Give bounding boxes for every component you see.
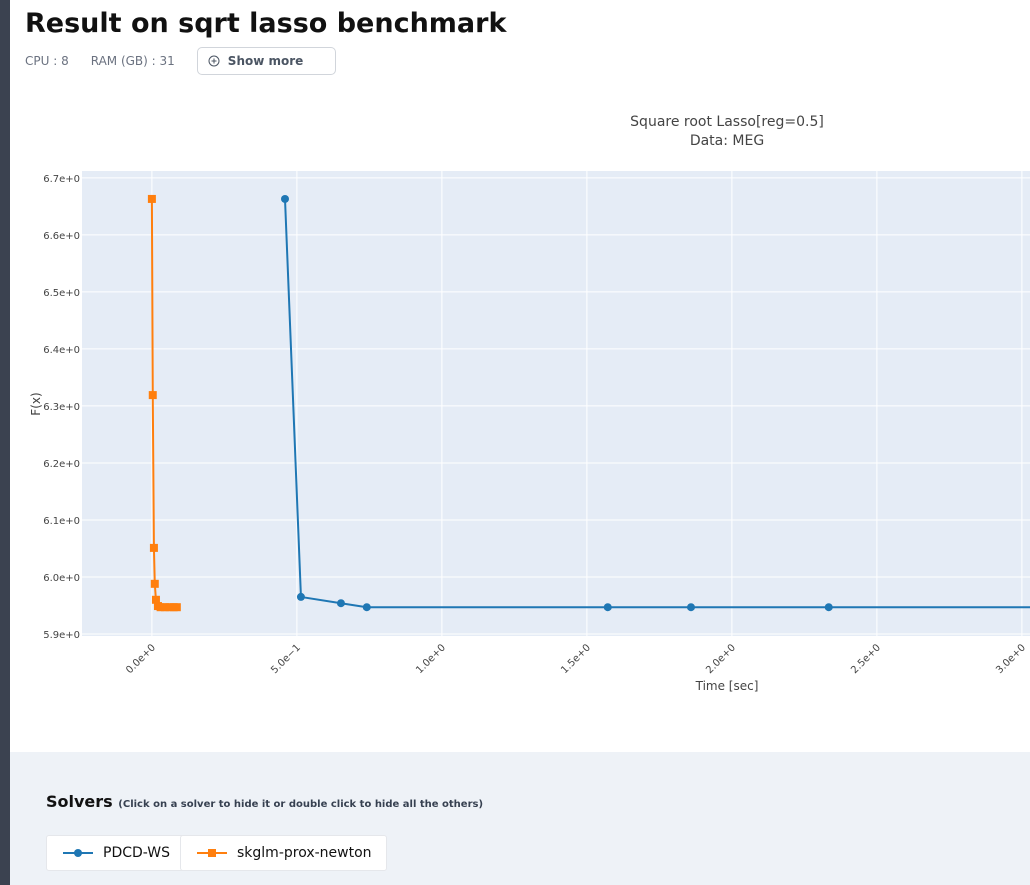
- y-tick-label: 6.5e+0: [43, 288, 80, 299]
- solvers-heading: Solvers (Click on a solver to hide it or…: [46, 792, 483, 811]
- x-tick-label: 2.5e+0: [849, 642, 883, 676]
- x-tick-label: 1.0e+0: [414, 642, 448, 676]
- sidebar: [0, 0, 10, 885]
- x-axis-label: Time [sec]: [695, 679, 759, 693]
- solvers-title: Solvers: [46, 792, 113, 811]
- marker: [603, 603, 612, 612]
- marker: [156, 603, 165, 612]
- marker: [165, 603, 174, 612]
- chart-subtitle: Data: MEG: [690, 133, 764, 149]
- y-tick-label: 6.0e+0: [43, 573, 80, 584]
- marker: [150, 579, 159, 588]
- marker: [362, 603, 371, 612]
- x-tick-label: 2.0e+0: [704, 642, 738, 676]
- solvers-hint: (Click on a solver to hide it or double …: [118, 799, 484, 810]
- legend-label: skglm-prox-newton: [237, 845, 372, 861]
- marker: [336, 599, 345, 608]
- marker: [208, 849, 216, 857]
- marker: [147, 194, 156, 203]
- y-tick-label: 6.4e+0: [43, 345, 80, 356]
- plus-icon: [208, 55, 220, 67]
- y-tick-label: 5.9e+0: [43, 630, 80, 641]
- marker: [280, 194, 289, 203]
- legend-item[interactable]: skglm-prox-newton: [180, 835, 387, 871]
- page-title: Result on sqrt lasso benchmark: [25, 8, 507, 39]
- y-tick-label: 6.6e+0: [43, 231, 80, 242]
- legend-item[interactable]: PDCD-WS: [46, 835, 185, 871]
- x-tick-label: 1.5e+0: [559, 642, 593, 676]
- show-more-button[interactable]: Show more: [196, 47, 337, 75]
- info-row: CPU : 8 RAM (GB) : 31 Show more: [25, 47, 506, 75]
- cpu: CPU : 8: [25, 54, 69, 68]
- x-tick-label: 0.0e+0: [124, 642, 158, 676]
- y-tick-label: 6.3e+0: [43, 402, 80, 413]
- y-tick-label: 6.7e+0: [43, 174, 80, 185]
- header: Result on sqrt lasso benchmark CPU : 8 R…: [25, 8, 506, 75]
- chart-title: Square root Lasso[reg=0.5]: [630, 114, 824, 130]
- marker: [160, 603, 169, 612]
- y-axis-label: F(x): [29, 392, 43, 415]
- marker: [148, 391, 157, 400]
- marker: [824, 603, 833, 612]
- series-line: [283, 198, 1030, 609]
- ram: RAM (GB) : 31: [90, 54, 175, 68]
- y-tick-label: 6.1e+0: [43, 516, 80, 527]
- chart: Square root Lasso[reg=0.5] Data: MEG Tim…: [29, 114, 1030, 693]
- marker: [151, 595, 160, 604]
- x-tick-label: 5.0e−1: [269, 642, 303, 676]
- marker: [686, 603, 695, 612]
- show-more-label: Show more: [227, 54, 304, 68]
- x-tick-label: 3.0e+0: [994, 642, 1028, 676]
- solvers-panel: Solvers (Click on a solver to hide it or…: [10, 752, 1030, 885]
- marker: [296, 592, 305, 601]
- marker: [149, 543, 158, 552]
- marker: [74, 849, 82, 857]
- legend-icon: [63, 849, 93, 857]
- plot-area: [82, 171, 1030, 636]
- legend-label: PDCD-WS: [103, 845, 170, 861]
- y-tick-label: 6.2e+0: [43, 459, 80, 470]
- legend-icon: [197, 849, 227, 857]
- marker: [172, 603, 181, 612]
